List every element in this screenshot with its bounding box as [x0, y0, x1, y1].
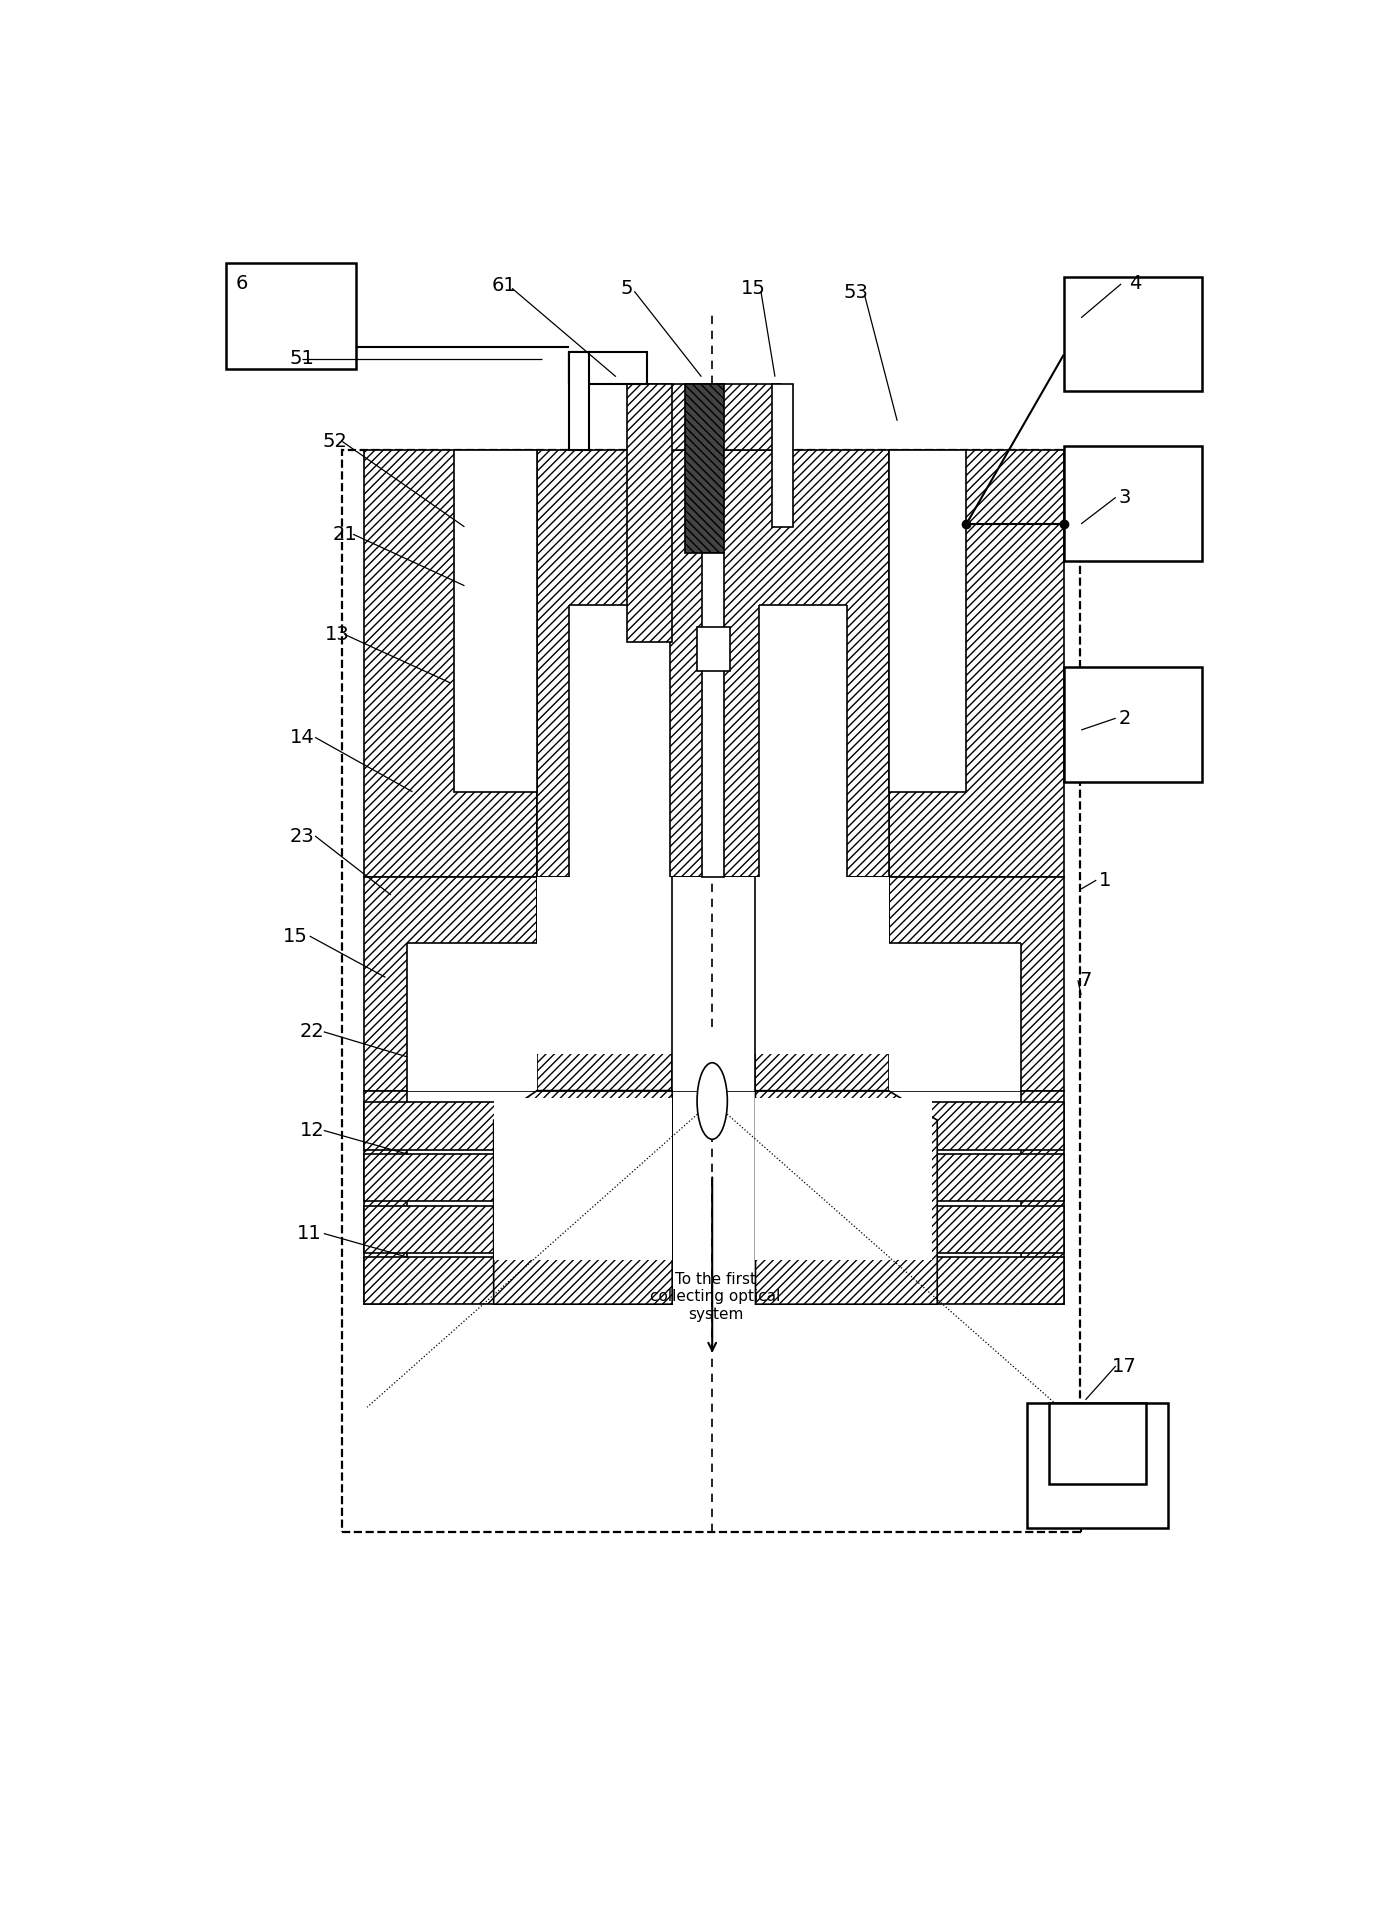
Bar: [1027, 1403, 1167, 1528]
Bar: [648, 384, 780, 451]
Bar: [537, 449, 889, 878]
Bar: [537, 878, 673, 1054]
Bar: [364, 1206, 553, 1252]
Bar: [454, 449, 537, 792]
Bar: [1064, 277, 1202, 392]
Text: 2: 2: [1118, 709, 1131, 728]
Bar: [759, 604, 847, 878]
Text: 23: 23: [290, 826, 314, 845]
Bar: [494, 1097, 673, 1260]
Text: To the first
collecting optical
system: To the first collecting optical system: [651, 1271, 780, 1321]
Text: 53: 53: [843, 283, 868, 302]
Bar: [570, 352, 589, 451]
Text: 12: 12: [300, 1120, 324, 1140]
Bar: [570, 352, 648, 384]
Text: 51: 51: [290, 350, 314, 369]
Bar: [1064, 445, 1202, 560]
Bar: [1020, 1090, 1064, 1304]
Text: 52: 52: [322, 432, 348, 451]
Text: 13: 13: [324, 625, 349, 644]
Bar: [537, 878, 889, 1090]
Bar: [226, 264, 356, 369]
Text: 15: 15: [283, 927, 309, 946]
Bar: [889, 878, 1064, 1090]
Bar: [685, 384, 725, 553]
Bar: [342, 451, 1081, 1532]
Text: 6: 6: [236, 275, 247, 293]
Bar: [889, 449, 966, 792]
Bar: [408, 943, 537, 1090]
Bar: [364, 449, 537, 878]
Bar: [755, 1097, 933, 1260]
Bar: [570, 604, 670, 878]
Text: 17: 17: [1113, 1356, 1136, 1375]
Bar: [697, 627, 730, 671]
Bar: [1048, 1403, 1146, 1484]
Bar: [364, 1090, 408, 1304]
Bar: [889, 449, 1064, 878]
Bar: [874, 1256, 1064, 1304]
Bar: [364, 878, 537, 1090]
Text: 1: 1: [1099, 870, 1111, 889]
Polygon shape: [494, 1090, 673, 1304]
Bar: [889, 943, 1020, 1090]
Polygon shape: [755, 1090, 937, 1304]
Bar: [874, 1206, 1064, 1252]
Polygon shape: [755, 878, 889, 1090]
Text: 15: 15: [741, 279, 766, 298]
Bar: [627, 384, 673, 642]
Bar: [673, 878, 755, 1090]
Text: 61: 61: [493, 275, 517, 294]
Bar: [874, 1155, 1064, 1201]
Bar: [364, 1103, 553, 1149]
Text: 4: 4: [1129, 275, 1142, 293]
Text: 5: 5: [620, 279, 632, 298]
Polygon shape: [537, 1090, 673, 1149]
Bar: [364, 1256, 553, 1304]
Bar: [874, 1103, 1064, 1149]
Text: 14: 14: [290, 728, 314, 748]
Bar: [755, 878, 889, 1054]
Bar: [702, 553, 725, 878]
Polygon shape: [537, 878, 673, 1090]
Text: 7: 7: [1079, 971, 1092, 990]
Bar: [364, 1155, 553, 1201]
Ellipse shape: [697, 1063, 727, 1140]
Text: 21: 21: [334, 524, 357, 543]
Text: 3: 3: [1118, 488, 1131, 507]
Text: 22: 22: [300, 1023, 324, 1042]
Bar: [772, 384, 793, 528]
Bar: [1064, 667, 1202, 782]
Text: 11: 11: [297, 1224, 322, 1243]
